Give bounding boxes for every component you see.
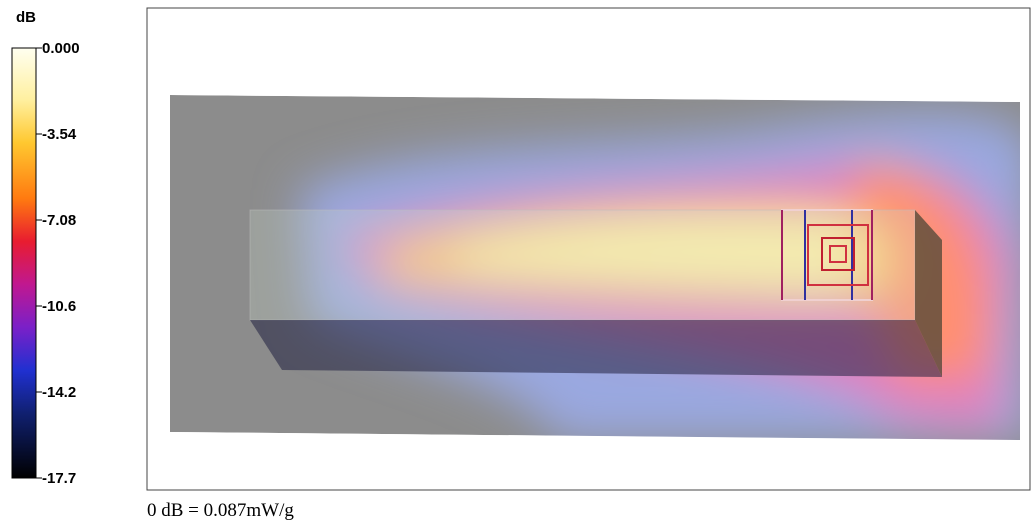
colorbar-tick-label: -3.54 xyxy=(42,126,77,143)
plot: dB 0.000 -3.54 -7.08 -10.6 -14.2 -17.7 xyxy=(11,7,1031,491)
colorbar-tick-label: 0.000 xyxy=(42,40,80,57)
colorbar-tick-label: -17.7 xyxy=(42,470,76,487)
colorbar xyxy=(11,47,37,479)
field-map xyxy=(170,95,1020,440)
caption: 0 dB = 0.087mW/g xyxy=(147,500,294,521)
colorbar-unit: dB xyxy=(16,9,36,26)
colorbar-tick-label: -7.08 xyxy=(42,212,76,229)
colorbar-tick-label: -14.2 xyxy=(42,384,76,401)
colorbar-tick-label: -10.6 xyxy=(42,298,76,315)
